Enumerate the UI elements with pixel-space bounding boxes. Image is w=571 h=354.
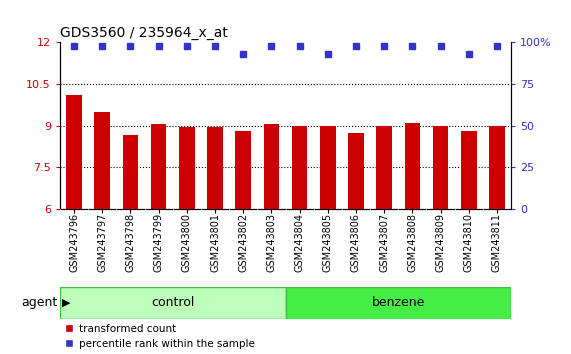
Bar bbox=[66, 95, 82, 209]
Bar bbox=[151, 124, 166, 209]
Bar bbox=[405, 124, 420, 209]
Text: GSM243805: GSM243805 bbox=[323, 213, 333, 272]
Text: GDS3560 / 235964_x_at: GDS3560 / 235964_x_at bbox=[60, 26, 228, 40]
Bar bbox=[320, 126, 336, 209]
Text: ▶: ▶ bbox=[62, 298, 70, 308]
Text: GSM243797: GSM243797 bbox=[97, 213, 107, 272]
Text: GSM243807: GSM243807 bbox=[379, 213, 389, 272]
Bar bbox=[235, 131, 251, 209]
Text: agent: agent bbox=[21, 296, 57, 309]
Text: control: control bbox=[151, 296, 194, 309]
Bar bbox=[376, 126, 392, 209]
Bar bbox=[489, 126, 505, 209]
Legend: transformed count, percentile rank within the sample: transformed count, percentile rank withi… bbox=[65, 324, 255, 349]
Text: GSM243803: GSM243803 bbox=[267, 213, 276, 272]
Bar bbox=[179, 127, 195, 209]
Bar bbox=[286, 287, 511, 319]
Bar bbox=[348, 133, 364, 209]
Text: GSM243802: GSM243802 bbox=[238, 213, 248, 272]
Text: GSM243796: GSM243796 bbox=[69, 213, 79, 272]
Bar bbox=[264, 124, 279, 209]
Text: GSM243804: GSM243804 bbox=[295, 213, 304, 272]
Text: GSM243806: GSM243806 bbox=[351, 213, 361, 272]
Text: benzene: benzene bbox=[372, 296, 425, 309]
Bar bbox=[461, 131, 477, 209]
Text: GSM243811: GSM243811 bbox=[492, 213, 502, 272]
Bar bbox=[123, 135, 138, 209]
Text: GSM243801: GSM243801 bbox=[210, 213, 220, 272]
Bar bbox=[292, 126, 307, 209]
Text: GSM243809: GSM243809 bbox=[436, 213, 445, 272]
Text: GSM243808: GSM243808 bbox=[407, 213, 417, 272]
Text: GSM243800: GSM243800 bbox=[182, 213, 192, 272]
Bar bbox=[94, 112, 110, 209]
Bar bbox=[433, 126, 448, 209]
Bar bbox=[60, 287, 286, 319]
Text: GSM243810: GSM243810 bbox=[464, 213, 474, 272]
Text: GSM243799: GSM243799 bbox=[154, 213, 164, 272]
Bar bbox=[207, 127, 223, 209]
Text: GSM243798: GSM243798 bbox=[126, 213, 135, 272]
